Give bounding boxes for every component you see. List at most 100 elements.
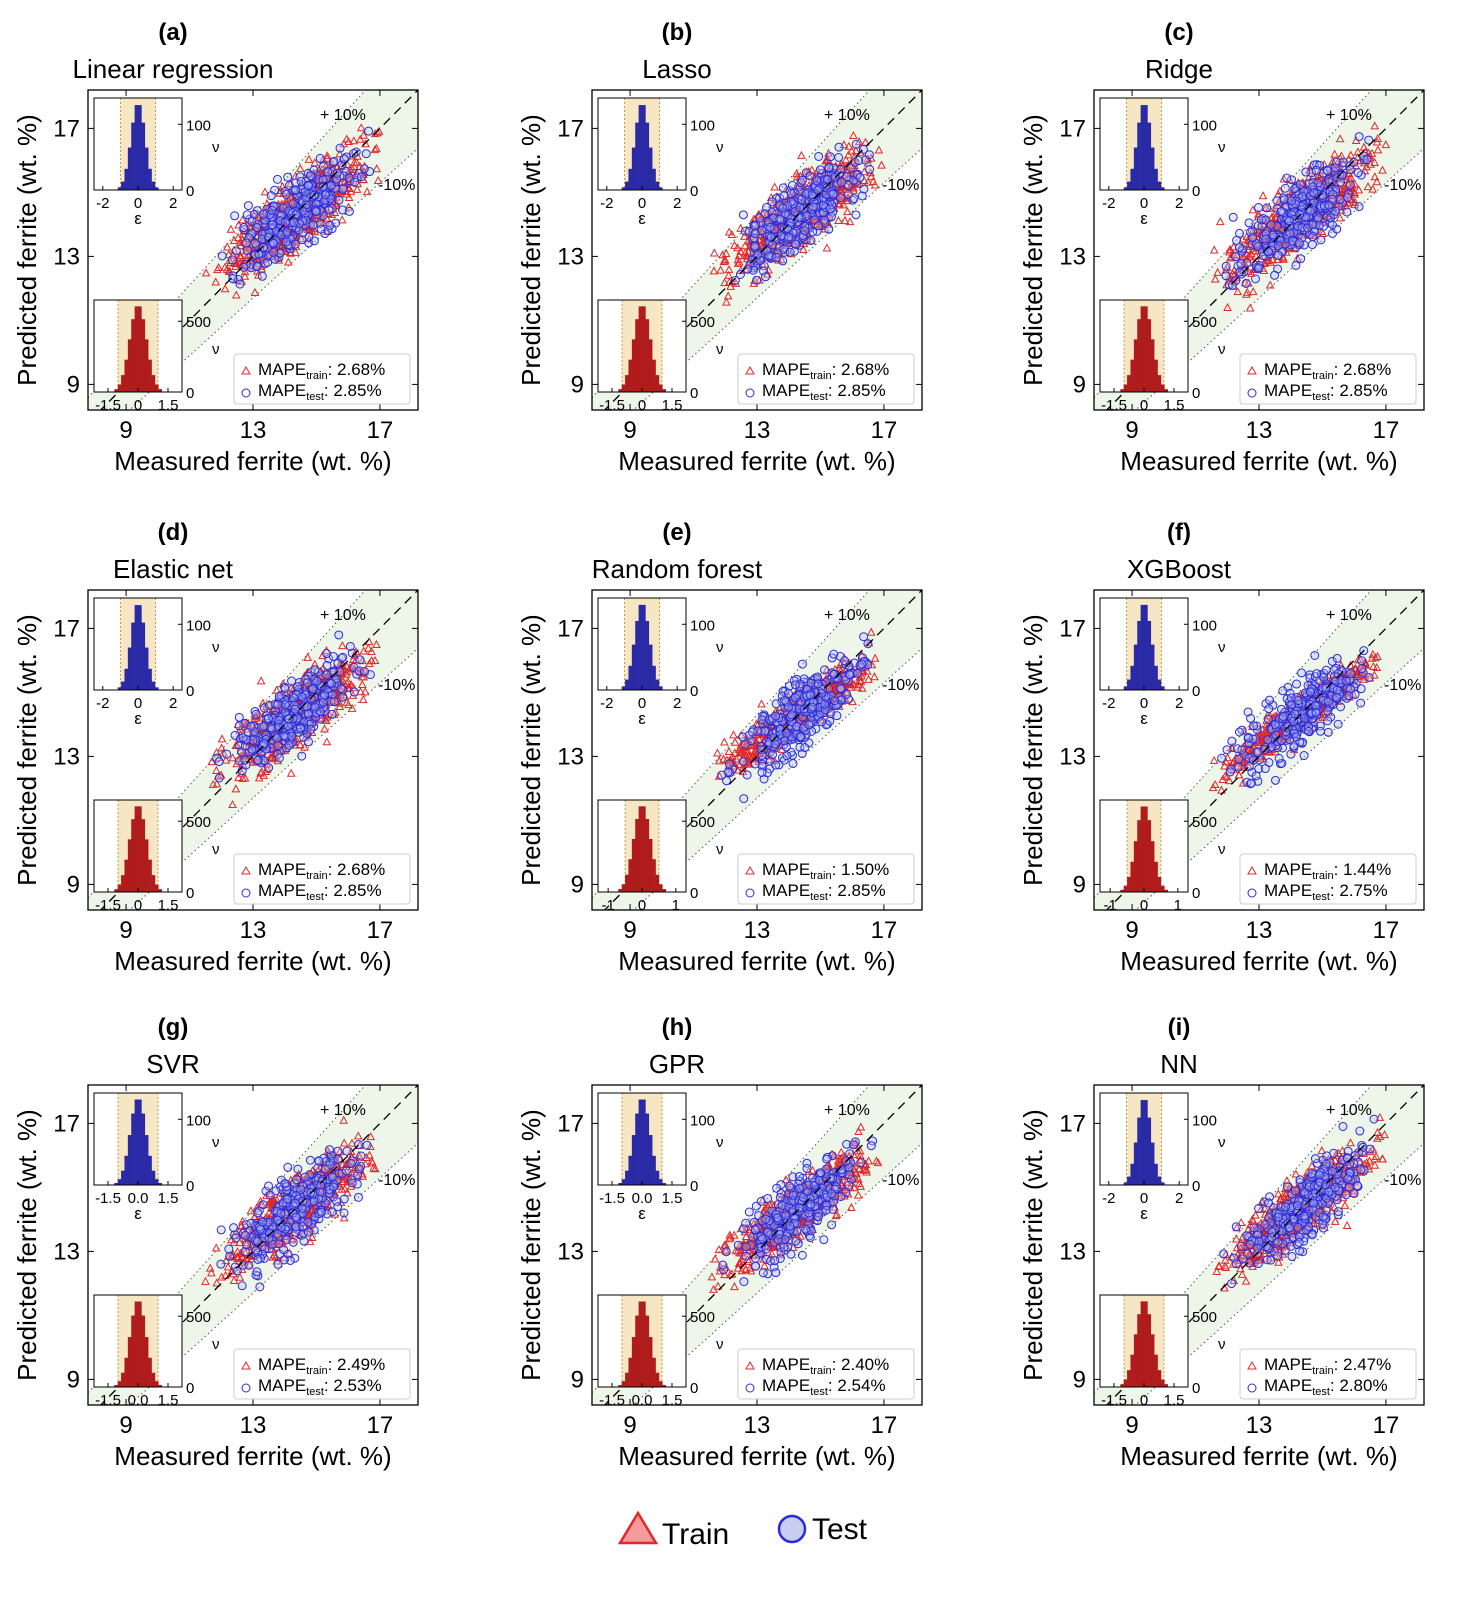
- train-point: [836, 159, 846, 168]
- test-point: [1273, 241, 1283, 251]
- train-point: [1381, 140, 1391, 149]
- train-point: [222, 264, 232, 273]
- inset-y-tick-label: 100: [186, 617, 211, 634]
- train-point: [847, 183, 857, 192]
- train-point: [1336, 190, 1346, 199]
- train-point: [1226, 252, 1236, 261]
- train-point: [730, 240, 739, 249]
- mape-train-sub: train: [810, 370, 831, 382]
- panel-letter: (c): [1164, 19, 1193, 46]
- x-tick-label: 17: [871, 417, 898, 444]
- train-point: [864, 674, 873, 683]
- inset-bar: [1157, 181, 1162, 190]
- train-point: [1370, 172, 1380, 181]
- inset-bar: [1150, 339, 1155, 392]
- train-point: [1268, 255, 1277, 264]
- test-point: [365, 167, 375, 177]
- mape-train-text: MAPEtrain: 2.68%: [1264, 360, 1391, 382]
- inset-x-tick-label: -2: [96, 695, 109, 712]
- mape-train-prefix: MAPE: [258, 360, 306, 379]
- train-point: [721, 248, 731, 257]
- mape-test-marker: [241, 888, 251, 898]
- test-point: [274, 753, 284, 763]
- train-point: [843, 196, 853, 205]
- y-tick-label: 13: [557, 243, 584, 270]
- train-point: [220, 262, 230, 271]
- test-point: [228, 274, 238, 284]
- test-point: [1270, 270, 1280, 280]
- inset-bar: [117, 384, 122, 392]
- test-point: [1353, 168, 1363, 178]
- train-point: [866, 627, 876, 636]
- train-point: [238, 773, 248, 782]
- test-point: [1250, 274, 1260, 284]
- mape-train-prefix: MAPE: [258, 860, 306, 879]
- inset-bar: [154, 687, 159, 690]
- inset-bar: [1130, 168, 1135, 190]
- inset-x-tick-label: -2: [600, 195, 613, 212]
- test-point: [795, 203, 805, 213]
- inset-bar: [124, 859, 129, 892]
- test-point: [1282, 173, 1292, 183]
- test-point: [779, 191, 789, 201]
- y-tick-label: 13: [1059, 243, 1086, 270]
- inset-bar: [638, 306, 643, 392]
- train-point: [770, 182, 779, 191]
- test-point: [242, 210, 252, 220]
- test-point: [1308, 220, 1318, 230]
- inset-x-tick-label: 0: [638, 397, 646, 414]
- mape-test-sub: test: [306, 891, 324, 903]
- test-point: [818, 200, 828, 210]
- train-point: [735, 759, 745, 768]
- test-point: [252, 262, 262, 272]
- train-point: [335, 149, 345, 158]
- train-point: [1373, 145, 1383, 154]
- train-point: [344, 136, 353, 146]
- train-point: [877, 160, 886, 169]
- mape-train-prefix: MAPE: [1264, 360, 1312, 379]
- train-point: [1351, 161, 1361, 170]
- train-point: [344, 192, 354, 201]
- test-point: [834, 152, 844, 162]
- test-point: [1277, 206, 1287, 216]
- x-tick-label: 13: [744, 417, 771, 444]
- train-point: [213, 771, 223, 780]
- train-point: [750, 215, 760, 224]
- test-point: [1244, 218, 1254, 228]
- train-point: [344, 700, 353, 709]
- test-point: [824, 224, 834, 234]
- train-point: [740, 241, 750, 250]
- test-point: [1285, 228, 1295, 238]
- test-point: [854, 156, 864, 166]
- train-point: [1372, 177, 1382, 186]
- train-point: [367, 646, 376, 655]
- train-point: [220, 284, 230, 293]
- train-point: [291, 247, 300, 256]
- mape-test-text: MAPEtest: 2.85%: [1264, 381, 1388, 403]
- mape-train-marker: [1247, 365, 1257, 375]
- inset-bar: [628, 359, 633, 392]
- test-point: [297, 751, 307, 761]
- test-point: [250, 238, 260, 248]
- inset-y-tick-label: 0: [690, 385, 698, 402]
- test-point: [1296, 254, 1306, 264]
- test-point: [768, 240, 778, 250]
- mape-test-prefix: MAPE: [1264, 381, 1312, 400]
- train-point: [225, 267, 235, 276]
- train-point: [370, 145, 380, 154]
- inset-bar: [124, 359, 129, 392]
- test-point: [263, 714, 273, 724]
- train-point: [733, 243, 742, 252]
- train-point: [1273, 198, 1283, 207]
- test-point: [322, 649, 332, 659]
- train-point: [851, 667, 861, 676]
- train-point: [350, 157, 359, 167]
- train-point: [344, 683, 354, 692]
- train-point: [225, 255, 234, 264]
- test-point: [350, 177, 360, 187]
- test-point: [1354, 132, 1364, 142]
- train-point: [320, 714, 330, 723]
